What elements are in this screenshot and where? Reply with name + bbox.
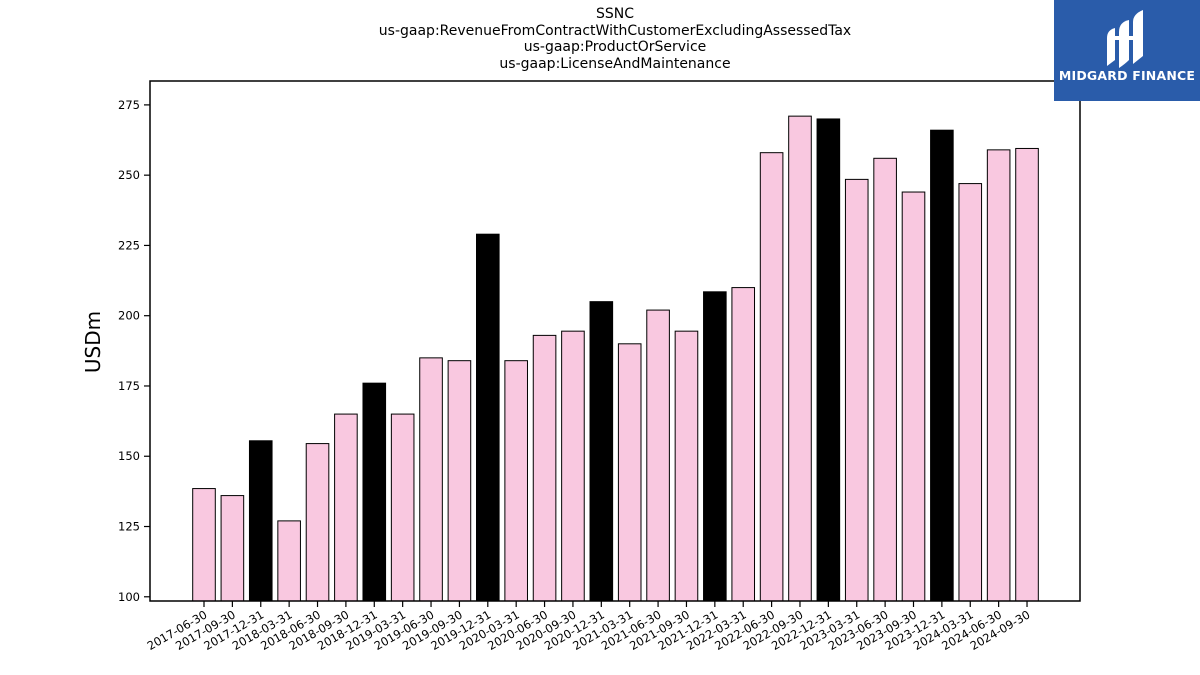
bar-2019-06-30 — [419, 357, 443, 602]
bar-2018-12-31 — [362, 382, 387, 602]
bar-2024-03-31 — [958, 183, 983, 602]
bar-2019-09-30 — [447, 360, 472, 602]
y-tick-label-175: 175 — [118, 379, 140, 393]
y-tick-label-150: 150 — [118, 449, 140, 463]
bar-2020-09-30 — [561, 330, 585, 602]
midgard-finance-logo: MIDGARD FINANCE — [1054, 0, 1200, 101]
bar-2019-12-31 — [476, 233, 500, 602]
bar-2017-12-31 — [248, 440, 273, 602]
bar-2018-06-30 — [305, 443, 330, 602]
chart-title-line-3: us-gaap:ProductOrService — [523, 39, 707, 55]
plot-frame — [149, 80, 1081, 602]
chart-title: SSNC us-gaap:RevenueFromContractWithCust… — [150, 6, 1080, 72]
bar-2017-06-30 — [192, 488, 216, 602]
y-tick-label-200: 200 — [118, 309, 140, 323]
bar-2022-06-30 — [759, 152, 784, 602]
bar-2017-09-30 — [220, 495, 245, 602]
chart-title-line-4: us-gaap:LicenseAndMaintenance — [499, 55, 731, 72]
bar-2018-03-31 — [277, 520, 301, 602]
chart-title-line-2: us-gaap:RevenueFromContractWithCustomerE… — [378, 22, 852, 39]
bar-2024-06-30 — [986, 149, 1011, 602]
y-tick-label-250: 250 — [118, 168, 140, 182]
bar-2022-03-31 — [731, 287, 756, 602]
bar-2022-12-31 — [816, 118, 841, 602]
y-tick-label-225: 225 — [118, 238, 140, 252]
x-axis: 2017-06-302017-09-302017-12-312018-03-31… — [145, 601, 1033, 653]
bar-2023-09-30 — [901, 191, 926, 602]
bar-2023-06-30 — [873, 157, 897, 602]
bar-2024-09-30 — [1015, 147, 1039, 602]
y-tick-label-275: 275 — [118, 98, 140, 112]
y-axis: 100 125 150 175 200 225 250 275 — [118, 98, 150, 604]
bar-2021-03-31 — [617, 343, 642, 602]
bar-2020-06-30 — [532, 334, 557, 602]
bar-2021-09-30 — [674, 330, 699, 602]
bar-2020-03-31 — [504, 360, 528, 602]
bar-2021-12-31 — [703, 291, 727, 602]
logo-mark-icon — [1107, 10, 1143, 68]
bar-2023-03-31 — [844, 178, 869, 602]
y-tick-label-125: 125 — [118, 520, 140, 534]
bar-2018-09-30 — [334, 413, 358, 602]
chart-title-line-1: SSNC — [595, 6, 635, 22]
bar-2019-03-31 — [390, 413, 415, 602]
logo-text: MIDGARD FINANCE — [1058, 68, 1196, 83]
bar-2020-12-31 — [589, 301, 614, 602]
bar-2021-06-30 — [646, 309, 670, 602]
y-axis-label: USDm — [81, 311, 105, 373]
bar-2023-12-31 — [930, 129, 954, 602]
bar-2022-09-30 — [788, 115, 812, 602]
y-tick-label-100: 100 — [118, 590, 140, 604]
bars-group — [192, 115, 1039, 602]
